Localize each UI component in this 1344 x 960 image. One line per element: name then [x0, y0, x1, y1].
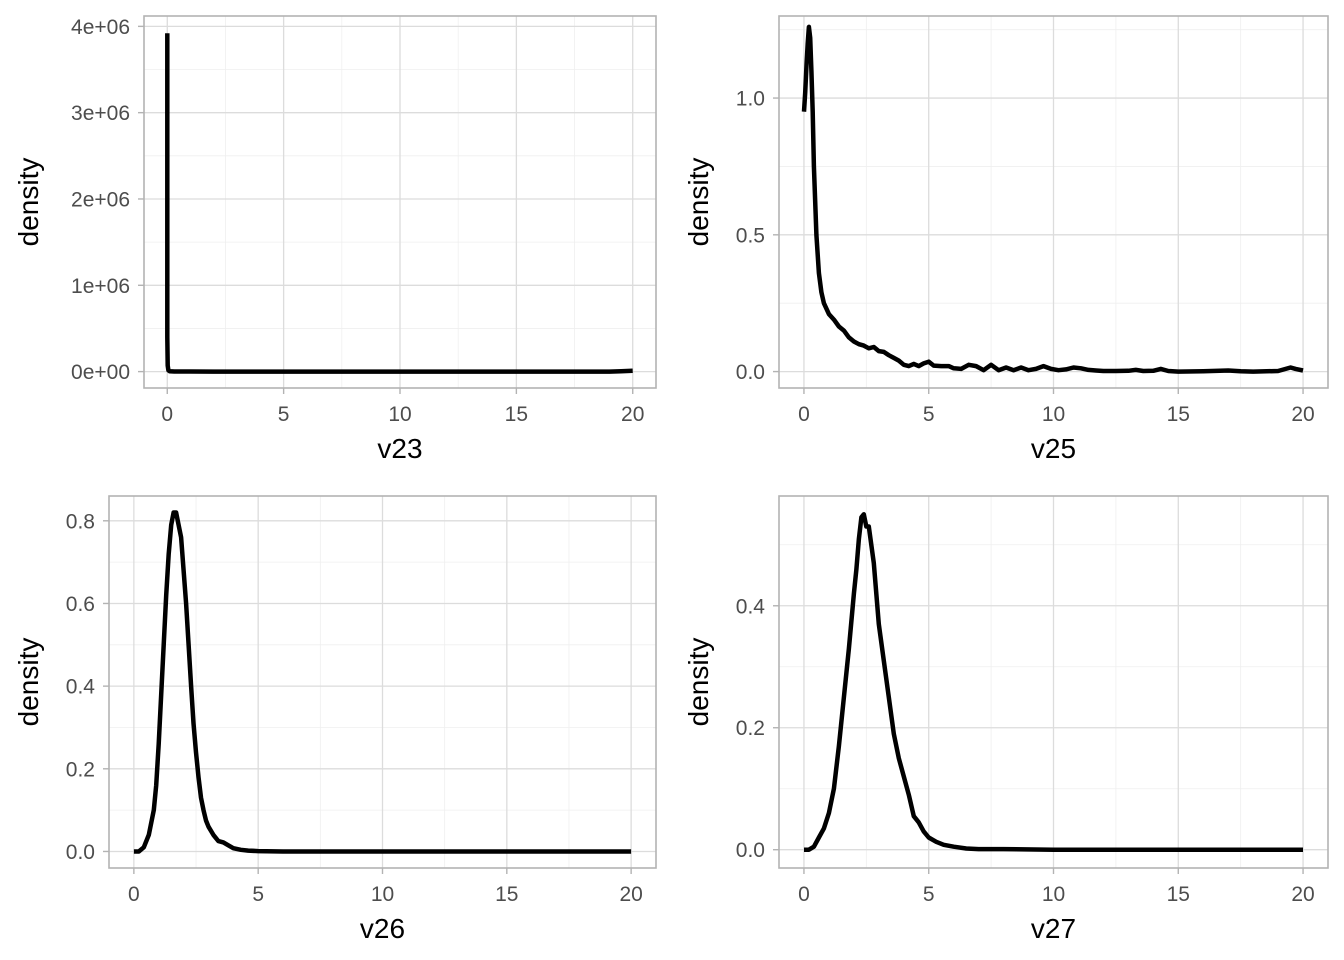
x-tick-label: 5: [278, 403, 290, 426]
y-tick-label: 0.8: [66, 510, 95, 533]
x-tick-label: 5: [923, 403, 935, 426]
y-tick-label: 0.4: [736, 595, 766, 618]
x-tick-label: 15: [495, 883, 518, 906]
y-axis-title: density: [13, 638, 44, 727]
density-curve-v25: [801, 24, 1304, 374]
x-tick-label: 10: [388, 403, 411, 426]
y-tick-label: 0.0: [66, 841, 95, 864]
x-tick-label: 0: [128, 883, 140, 906]
y-axis-title: density: [683, 638, 714, 727]
y-axis-title: density: [683, 158, 714, 247]
y-tick-label: 0.0: [736, 839, 765, 862]
panel-v26: 0 5 10 15 20 0.0 0.2 0.4 0.6 0.8 v26 density: [13, 495, 657, 944]
x-tick-label: 20: [1291, 883, 1314, 906]
x-tick-label: 5: [923, 883, 935, 906]
y-tick-label: 0.5: [736, 224, 765, 247]
density-curve-v27: [804, 512, 1303, 852]
x-axis-title: v27: [1031, 913, 1076, 944]
x-tick-label: 20: [619, 883, 642, 906]
panel-v25: 0 5 10 15 20 0.0 0.5 1.0 v25 density: [683, 15, 1329, 464]
x-axis-title: v23: [377, 433, 422, 464]
x-tick-label: 0: [161, 403, 173, 426]
x-tick-label: 0: [798, 403, 810, 426]
panel-v27: 0 5 10 15 20 0.0 0.2 0.4 v27 density: [683, 495, 1329, 944]
y-tick-label: 1e+06: [71, 275, 130, 298]
y-tick-label: 0.2: [736, 717, 765, 740]
y-tick-label: 1.0: [736, 88, 765, 111]
panel-v23: 0 5 10 15 20 0e+00 1e+06 2e+06 3e+06 4e+06 v23 dens…: [13, 15, 657, 464]
x-tick-label: 15: [1167, 403, 1190, 426]
y-tick-label: 2e+06: [71, 188, 130, 211]
x-tick-label: 20: [621, 403, 644, 426]
x-axis-title: v25: [1031, 433, 1076, 464]
density-curve-v26: [133, 510, 632, 854]
x-tick-label: 0: [798, 883, 810, 906]
x-tick-label: 15: [505, 403, 528, 426]
y-tick-label: 0.2: [66, 758, 95, 781]
x-axis-title: v26: [360, 913, 405, 944]
density-curve-v23: [165, 33, 633, 374]
y-tick-label: 0.4: [66, 676, 96, 699]
x-tick-label: 10: [371, 883, 394, 906]
y-axis-title: density: [13, 158, 44, 247]
y-tick-label: 3e+06: [71, 102, 130, 125]
x-tick-label: 10: [1042, 403, 1065, 426]
x-tick-label: 10: [1042, 883, 1065, 906]
x-tick-label: 20: [1291, 403, 1314, 426]
x-tick-label: 5: [252, 883, 264, 906]
y-tick-label: 0.6: [66, 593, 95, 616]
x-tick-label: 15: [1167, 883, 1190, 906]
y-tick-label: 0e+00: [71, 361, 130, 384]
y-tick-label: 4e+06: [71, 16, 130, 39]
y-tick-label: 0.0: [736, 361, 765, 384]
